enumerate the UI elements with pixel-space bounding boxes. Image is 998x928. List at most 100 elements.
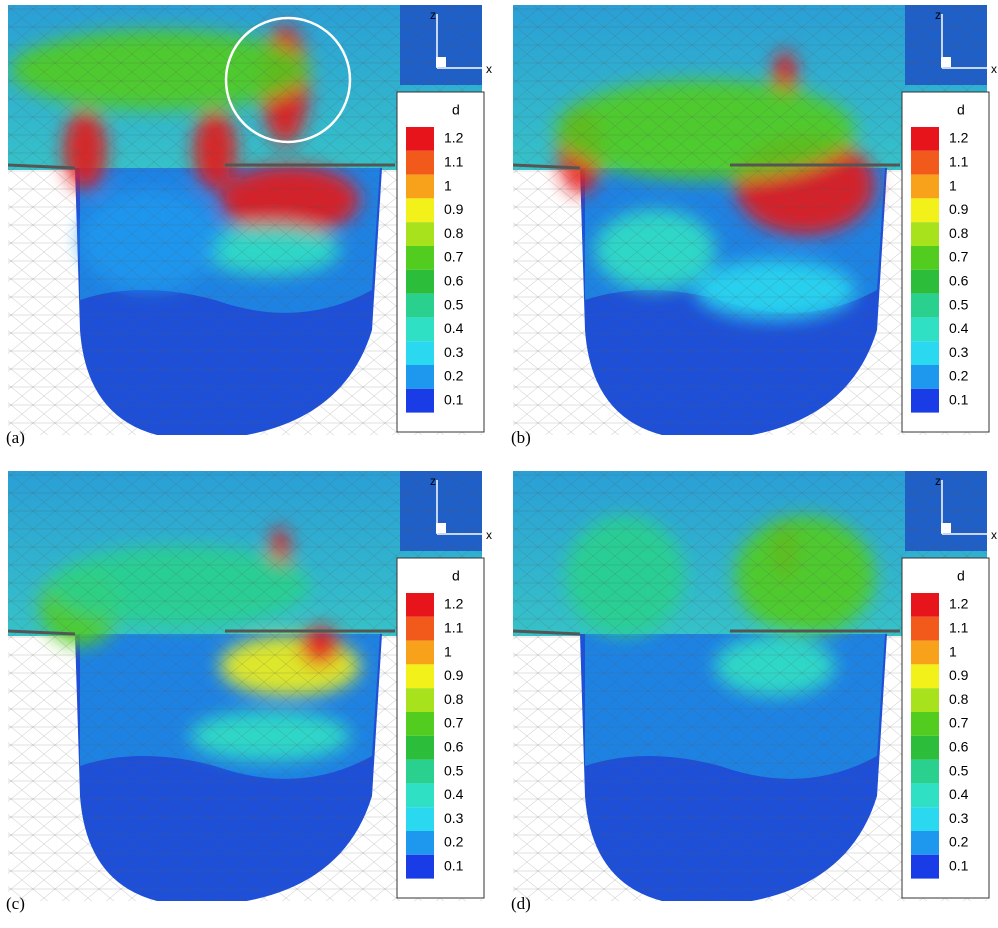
- panel: z x d 1.2 1.1 1 0.9 0.8 0.7 0.6 0.5 0.4 0.3 0.2 0.1 (d): [511, 471, 997, 913]
- legend-title: d: [452, 102, 460, 118]
- legend-label: 0.2: [949, 834, 969, 850]
- legend-swatch: [911, 593, 939, 617]
- legend-label: 0.2: [949, 368, 969, 384]
- legend-label: 0.8: [444, 691, 464, 707]
- axis-label: z: [935, 474, 941, 488]
- legend-title: d: [452, 568, 460, 584]
- legend-label: 0.5: [444, 762, 464, 778]
- legend-title: d: [957, 102, 965, 118]
- legend-swatch: [406, 807, 434, 831]
- legend-label: 1.1: [444, 154, 464, 170]
- legend-label: 0.9: [949, 667, 969, 683]
- legend-label: 0.1: [949, 392, 969, 408]
- legend-label: 0.9: [444, 667, 464, 683]
- panel-label: (d): [511, 894, 531, 913]
- legend-swatch: [406, 246, 434, 270]
- legend-label: 0.9: [444, 201, 464, 217]
- legend-swatch: [911, 127, 939, 151]
- legend-swatch: [406, 735, 434, 760]
- legend-label: 1: [949, 177, 957, 193]
- axis-origin: [436, 523, 446, 533]
- legend-label: 1.1: [444, 620, 464, 636]
- legend-swatch: [911, 388, 939, 413]
- legend-swatch: [406, 222, 434, 246]
- legend-swatch: [406, 759, 434, 784]
- legend-label: 0.6: [949, 273, 969, 289]
- axis-origin: [436, 57, 446, 67]
- legend-swatch: [911, 640, 939, 665]
- legend-swatch: [406, 127, 434, 151]
- legend-swatch: [406, 640, 434, 665]
- legend-swatch: [911, 246, 939, 270]
- legend-swatch: [406, 269, 434, 294]
- legend-label: 0.5: [444, 296, 464, 312]
- contour-plot: [8, 5, 482, 435]
- legend-label: 1: [949, 643, 957, 659]
- panel-label: (c): [6, 894, 25, 913]
- legend-label: 0.7: [444, 249, 464, 265]
- legend-label: 0.1: [444, 858, 464, 874]
- axis-label: z: [430, 8, 436, 22]
- legend-swatch: [911, 712, 939, 736]
- axis-label: x: [991, 62, 997, 76]
- panel: z x d 1.2 1.1 1 0.9 0.8 0.7 0.6 0.5 0.4 0.3 0.2 0.1 (c): [6, 471, 492, 913]
- legend-label: 0.5: [949, 296, 969, 312]
- legend-label: 0.8: [949, 691, 969, 707]
- legend-label: 0.8: [949, 225, 969, 241]
- legend-label: 0.1: [444, 392, 464, 408]
- highlight-circle: [224, 16, 352, 144]
- axis-label: z: [935, 8, 941, 22]
- legend-label: 1.1: [949, 154, 969, 170]
- panel-label: (a): [6, 428, 25, 447]
- legend-swatch: [911, 150, 939, 175]
- legend-label: 0.6: [949, 739, 969, 755]
- legend-label: 0.3: [444, 810, 464, 826]
- legend-swatch: [911, 616, 939, 641]
- legend-label: 0.3: [949, 810, 969, 826]
- legend-label: 0.6: [444, 273, 464, 289]
- legend-label: 0.8: [444, 225, 464, 241]
- legend-swatch: [406, 854, 434, 879]
- legend-swatch: [406, 831, 434, 855]
- legend-swatch: [911, 831, 939, 855]
- legend-swatch: [406, 365, 434, 389]
- axis-origin: [941, 523, 951, 533]
- legend-label: 0.3: [444, 344, 464, 360]
- legend-label: 0.4: [444, 320, 464, 336]
- axis-label: x: [486, 62, 492, 76]
- legend-swatch: [911, 269, 939, 294]
- legend-swatch: [406, 174, 434, 199]
- legend-swatch: [911, 222, 939, 246]
- legend-swatch: [406, 593, 434, 617]
- legend-swatch: [911, 198, 939, 223]
- legend-label: 0.6: [444, 739, 464, 755]
- legend-label: 0.3: [949, 344, 969, 360]
- legend-label: 1.2: [444, 130, 464, 146]
- legend-swatch: [911, 759, 939, 784]
- panel: z x d 1.2 1.1 1 0.9 0.8 0.7 0.6 0.5 0.4 0.3 0.2 0.1 (b): [511, 5, 997, 447]
- legend-swatch: [911, 174, 939, 199]
- legend-label: 0.9: [949, 201, 969, 217]
- legend-swatch: [911, 365, 939, 389]
- panel: z x d 1.2 1.1 1 0.9 0.8 0.7 0.6 0.5 0.4 0.3 0.2 0.1 (a): [6, 5, 492, 447]
- legend-swatch: [406, 198, 434, 223]
- legend-swatch: [911, 293, 939, 318]
- axis-origin: [941, 57, 951, 67]
- axis-label: z: [430, 474, 436, 488]
- legend-label: 0.7: [949, 249, 969, 265]
- legend-swatch: [406, 388, 434, 413]
- legend-swatch: [911, 807, 939, 831]
- legend-label: 0.1: [949, 858, 969, 874]
- legend-swatch: [406, 293, 434, 318]
- legend-swatch: [406, 317, 434, 342]
- legend-swatch: [911, 735, 939, 760]
- legend-swatch: [911, 341, 939, 365]
- legend-label: 1.2: [444, 596, 464, 612]
- legend-label: 0.4: [949, 786, 969, 802]
- axis-label: x: [486, 528, 492, 542]
- legend-label: 1: [444, 177, 452, 193]
- legend-swatch: [911, 854, 939, 879]
- legend-label: 0.5: [949, 762, 969, 778]
- ledge: [8, 629, 395, 636]
